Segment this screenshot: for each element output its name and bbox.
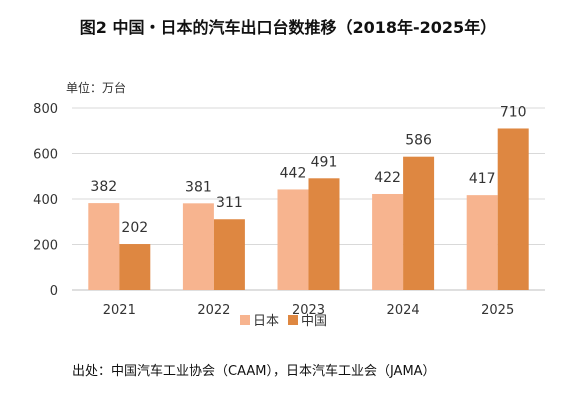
bar-japan xyxy=(182,203,214,290)
x-tick-label: 2021 xyxy=(103,303,136,318)
x-tick-label: 2024 xyxy=(387,303,420,318)
data-label: 202 xyxy=(121,220,148,236)
legend-label-china: 中国 xyxy=(301,314,327,329)
bar-japan xyxy=(466,195,498,290)
chart-title: 图2 中国・日本的汽车出口台数推移（2018年-2025年） xyxy=(79,18,497,37)
bar-china xyxy=(403,156,435,290)
data-label: 710 xyxy=(500,104,527,120)
data-label: 417 xyxy=(469,171,496,187)
x-tick-label: 2023 xyxy=(292,303,325,318)
data-label: 442 xyxy=(280,165,307,181)
data-label: 586 xyxy=(405,133,432,149)
y-tick-label: 600 xyxy=(33,148,58,163)
legend-swatch-japan xyxy=(240,315,250,325)
unit-label: 单位：万台 xyxy=(66,80,126,95)
y-tick-label: 0 xyxy=(50,284,58,299)
data-label: 422 xyxy=(374,170,401,186)
data-label: 491 xyxy=(311,154,338,170)
y-tick-label: 200 xyxy=(33,239,58,254)
bar-china xyxy=(497,128,529,290)
data-label: 311 xyxy=(216,195,243,211)
legend-swatch-china xyxy=(288,315,298,325)
bar-china xyxy=(119,244,151,290)
data-label: 381 xyxy=(185,179,212,195)
y-tick-label: 800 xyxy=(33,102,58,117)
bar-china xyxy=(213,219,245,290)
x-tick-label: 2022 xyxy=(197,303,230,318)
bar-china xyxy=(308,178,340,290)
y-tick-label: 400 xyxy=(33,193,58,208)
legend-label-japan: 日本 xyxy=(253,314,279,329)
bar-japan xyxy=(277,189,309,290)
bar-japan xyxy=(88,203,120,290)
bar-japan xyxy=(372,193,404,290)
source-note: 出处：中国汽车工业协会（CAAM），日本汽车工业会（JAMA） xyxy=(72,364,436,379)
data-label: 382 xyxy=(90,179,117,195)
x-tick-label: 2025 xyxy=(481,303,514,318)
